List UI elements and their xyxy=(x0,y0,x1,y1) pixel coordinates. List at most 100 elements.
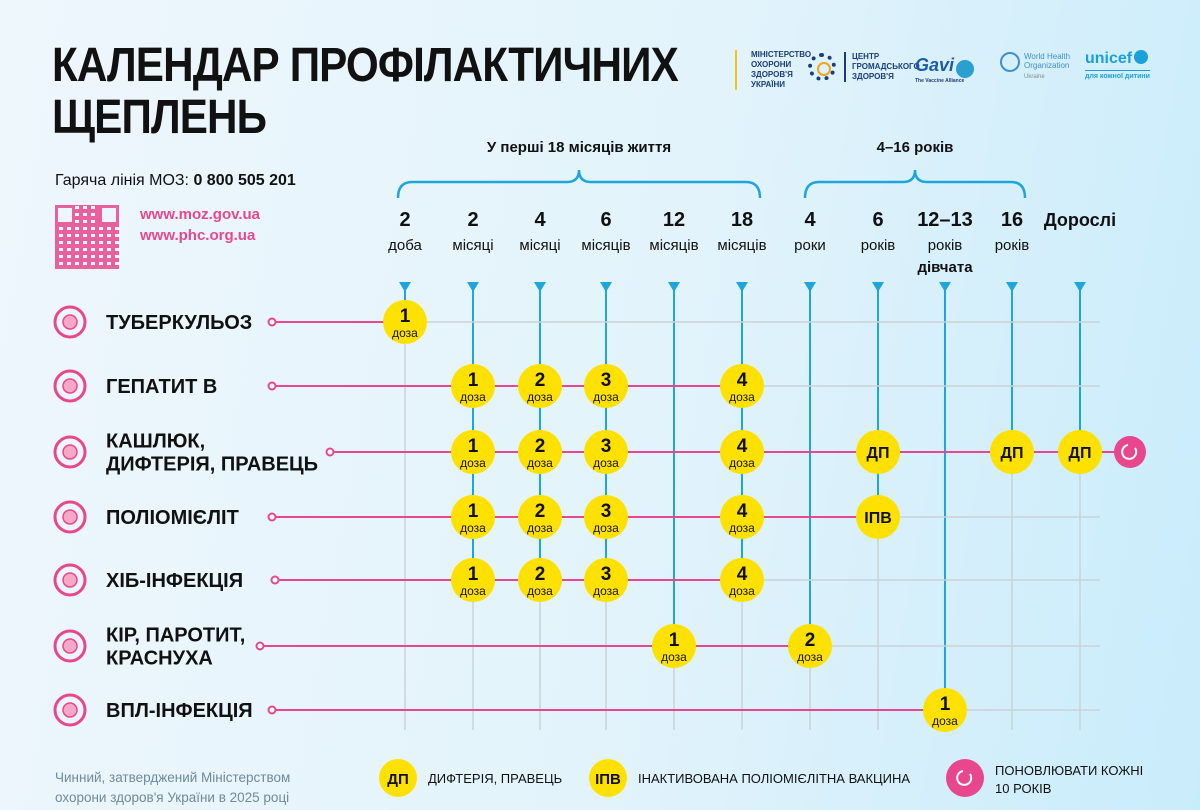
dose-word: доза xyxy=(460,521,486,535)
disease-name: ХІБ-ІНФЕКЦІЯ xyxy=(106,570,243,592)
legend-item: ІПВ ІНАКТИВОВАНА ПОЛІОМІЄЛІТНА ВАКЦИНА xyxy=(589,759,910,797)
dose-label: ДП xyxy=(1069,445,1092,462)
refresh-icon xyxy=(1121,444,1138,460)
column-header-4: 12 місяців xyxy=(649,209,698,254)
dose-circle xyxy=(451,558,495,602)
disease-icon xyxy=(53,629,87,663)
column-number: 4 xyxy=(534,209,546,231)
dose-badge[interactable]: ІПВ xyxy=(856,495,900,539)
dose-badge[interactable]: ДП xyxy=(1058,430,1102,474)
legend-item: ПОНОВЛЮВАТИ КОЖНІ 10 РОКІВ xyxy=(946,759,1143,797)
disease-icon-inner xyxy=(62,702,78,718)
column-number: Дорослі xyxy=(1044,210,1116,230)
disease-icon-inner xyxy=(62,378,78,394)
column-unit: років xyxy=(861,237,896,254)
link-moz[interactable]: www.moz.gov.ua xyxy=(140,206,261,223)
dose-circle xyxy=(720,558,764,602)
dose-badge[interactable]: ДП xyxy=(990,430,1034,474)
dose-circle xyxy=(1058,430,1102,474)
column-unit: років xyxy=(995,237,1030,254)
hotline-number[interactable]: 0 800 505 201 xyxy=(193,172,296,189)
group-label: У перші 18 місяців життя xyxy=(487,139,671,156)
dose-word: доза xyxy=(932,714,958,728)
row-line-start xyxy=(270,575,280,585)
dose-circle xyxy=(518,558,562,602)
column-header-2: 4 місяці xyxy=(519,209,560,254)
column-extra: дівчата xyxy=(917,259,973,276)
column-number: 2 xyxy=(399,209,410,231)
column-number: 6 xyxy=(872,209,883,231)
disease-icon xyxy=(53,500,87,534)
column-marker xyxy=(399,282,411,292)
column-marker xyxy=(1006,282,1018,292)
column-marker xyxy=(1074,282,1086,292)
legend-badge xyxy=(589,759,627,797)
dose-circle xyxy=(652,624,696,668)
dose-circle xyxy=(518,364,562,408)
column-header-5: 18 місяців xyxy=(717,209,766,254)
column-marker xyxy=(534,282,546,292)
dose-number: 1 xyxy=(940,694,951,715)
logo-phc: ЦЕНТР ГРОМАДСЬКОГО ЗДОРОВ'Я xyxy=(808,52,920,82)
dose-circle xyxy=(584,364,628,408)
disease-icon-inner xyxy=(62,444,78,460)
column-number: 16 xyxy=(1001,209,1023,231)
dose-word: доза xyxy=(729,390,755,404)
hotline: Гаряча лінія МОЗ: 0 800 505 201 xyxy=(55,172,296,189)
column-header-1: 2 місяці xyxy=(452,209,493,254)
logo-moz: МІНІСТЕРСТВО ОХОРОНИ ЗДОРОВ'Я УКРАЇНИ xyxy=(735,50,811,90)
dose-number: 4 xyxy=(737,370,748,391)
column-number: 6 xyxy=(600,209,611,231)
dose-circle xyxy=(584,495,628,539)
dose-word: доза xyxy=(797,650,823,664)
dose-circle xyxy=(451,364,495,408)
disease-icon-inner xyxy=(62,638,78,654)
disease-icon-outer xyxy=(53,629,87,663)
dose-number: 1 xyxy=(400,306,411,327)
disease-icon xyxy=(53,563,87,597)
dose-number: 2 xyxy=(535,501,546,522)
disease-name: ДИФТЕРІЯ, ПРАВЕЦЬ xyxy=(106,454,318,476)
dose-word: доза xyxy=(729,521,755,535)
dose-badge[interactable]: ДП xyxy=(856,430,900,474)
footnote: Чинний, затверджений Міністерством охорон… xyxy=(55,770,291,805)
dose-number: 1 xyxy=(468,436,479,457)
column-unit: роки xyxy=(794,237,826,254)
link-phc[interactable]: www.phc.org.ua xyxy=(140,227,256,244)
disease-icon-outer xyxy=(53,435,87,469)
qr-code xyxy=(55,205,119,269)
legend-badge-label: ДП xyxy=(387,771,408,788)
dose-number: 4 xyxy=(737,564,748,585)
column-unit: років xyxy=(928,237,963,254)
column-unit: місяці xyxy=(519,237,560,254)
disease-name: КАШЛЮК, xyxy=(106,431,205,453)
disease-icon-outer xyxy=(53,500,87,534)
legend-text: ДИФТЕРІЯ, ПРАВЕЦЬ xyxy=(428,771,562,786)
